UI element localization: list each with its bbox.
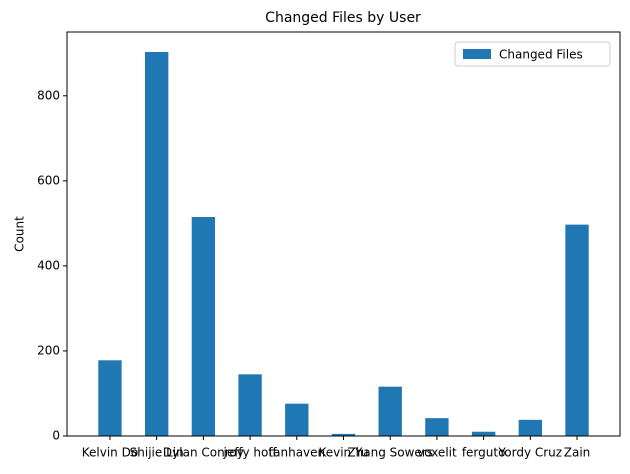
y-tick-label: 800	[37, 88, 60, 102]
bar	[238, 374, 262, 436]
x-tick-label: voxelit	[417, 446, 457, 460]
x-tick-label: Kevin Yu	[318, 446, 368, 460]
bar	[331, 433, 356, 436]
x-tick-label: Yordy Cruz	[498, 446, 563, 460]
bar	[425, 418, 449, 436]
y-tick-label: 200	[37, 343, 60, 357]
legend-swatch	[463, 49, 491, 59]
chart-title: Changed Files by User	[265, 10, 421, 26]
x-tick-label: Dylan Conroy	[163, 446, 244, 460]
x-tick-label: ferguto	[462, 446, 506, 460]
bar	[98, 360, 122, 436]
x-tick-label: Zhang Sowers	[347, 446, 433, 460]
y-tick-label: 0	[52, 429, 60, 443]
x-tick-label: Kelvin Do	[82, 446, 138, 460]
y-tick-label: 600	[37, 173, 60, 187]
bar	[144, 51, 169, 437]
legend-box	[454, 41, 611, 67]
x-tick-label: jeffy hoff	[223, 446, 278, 460]
y-tick-label: 400	[37, 258, 60, 272]
bar	[378, 386, 402, 436]
bar	[191, 216, 216, 436]
bar	[471, 431, 496, 436]
x-tick-label: Shijie Lin	[130, 446, 184, 460]
legend-label: Changed Files	[499, 48, 583, 62]
x-tick-label: Zain	[564, 446, 591, 460]
plot-frame	[66, 31, 621, 437]
x-tick-label: tanhaven	[268, 446, 325, 460]
y-axis-label: Count	[13, 216, 27, 252]
bar	[285, 403, 309, 436]
bar	[565, 224, 589, 436]
bar	[518, 419, 543, 436]
